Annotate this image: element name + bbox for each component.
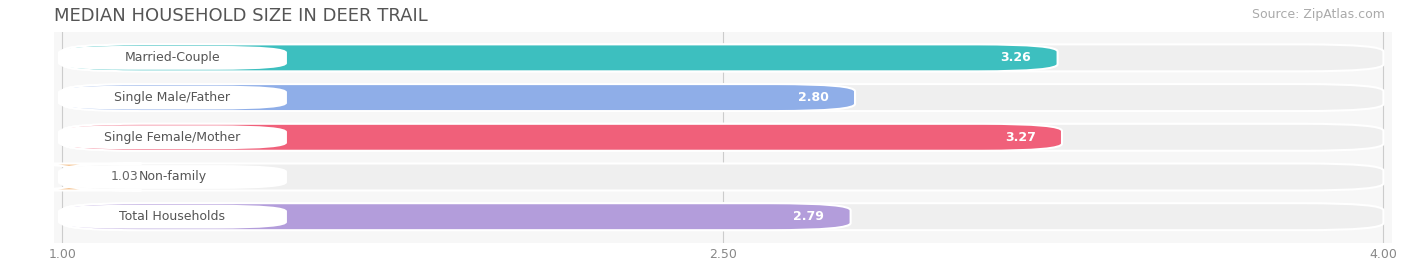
FancyBboxPatch shape <box>62 44 1057 71</box>
Text: 3.27: 3.27 <box>1005 131 1036 144</box>
Text: Single Male/Father: Single Male/Father <box>114 91 231 104</box>
Text: Married-Couple: Married-Couple <box>125 51 221 64</box>
FancyBboxPatch shape <box>62 44 1384 71</box>
Text: MEDIAN HOUSEHOLD SIZE IN DEER TRAIL: MEDIAN HOUSEHOLD SIZE IN DEER TRAIL <box>53 7 427 25</box>
FancyBboxPatch shape <box>62 203 1384 230</box>
FancyBboxPatch shape <box>58 86 287 110</box>
Text: Single Female/Mother: Single Female/Mother <box>104 131 240 144</box>
FancyBboxPatch shape <box>62 163 1384 191</box>
FancyBboxPatch shape <box>62 84 855 111</box>
Text: 2.80: 2.80 <box>797 91 828 104</box>
FancyBboxPatch shape <box>0 163 142 191</box>
Text: 3.26: 3.26 <box>1001 51 1031 64</box>
Text: 1.03: 1.03 <box>111 170 139 184</box>
Text: Source: ZipAtlas.com: Source: ZipAtlas.com <box>1251 8 1385 21</box>
Text: Total Households: Total Households <box>120 210 225 223</box>
FancyBboxPatch shape <box>58 205 287 229</box>
FancyBboxPatch shape <box>58 46 287 70</box>
FancyBboxPatch shape <box>62 84 1384 111</box>
Text: Non-family: Non-family <box>138 170 207 184</box>
FancyBboxPatch shape <box>62 124 1062 151</box>
FancyBboxPatch shape <box>62 203 851 230</box>
FancyBboxPatch shape <box>58 165 287 189</box>
Text: 2.79: 2.79 <box>793 210 824 223</box>
FancyBboxPatch shape <box>62 124 1384 151</box>
FancyBboxPatch shape <box>58 125 287 149</box>
